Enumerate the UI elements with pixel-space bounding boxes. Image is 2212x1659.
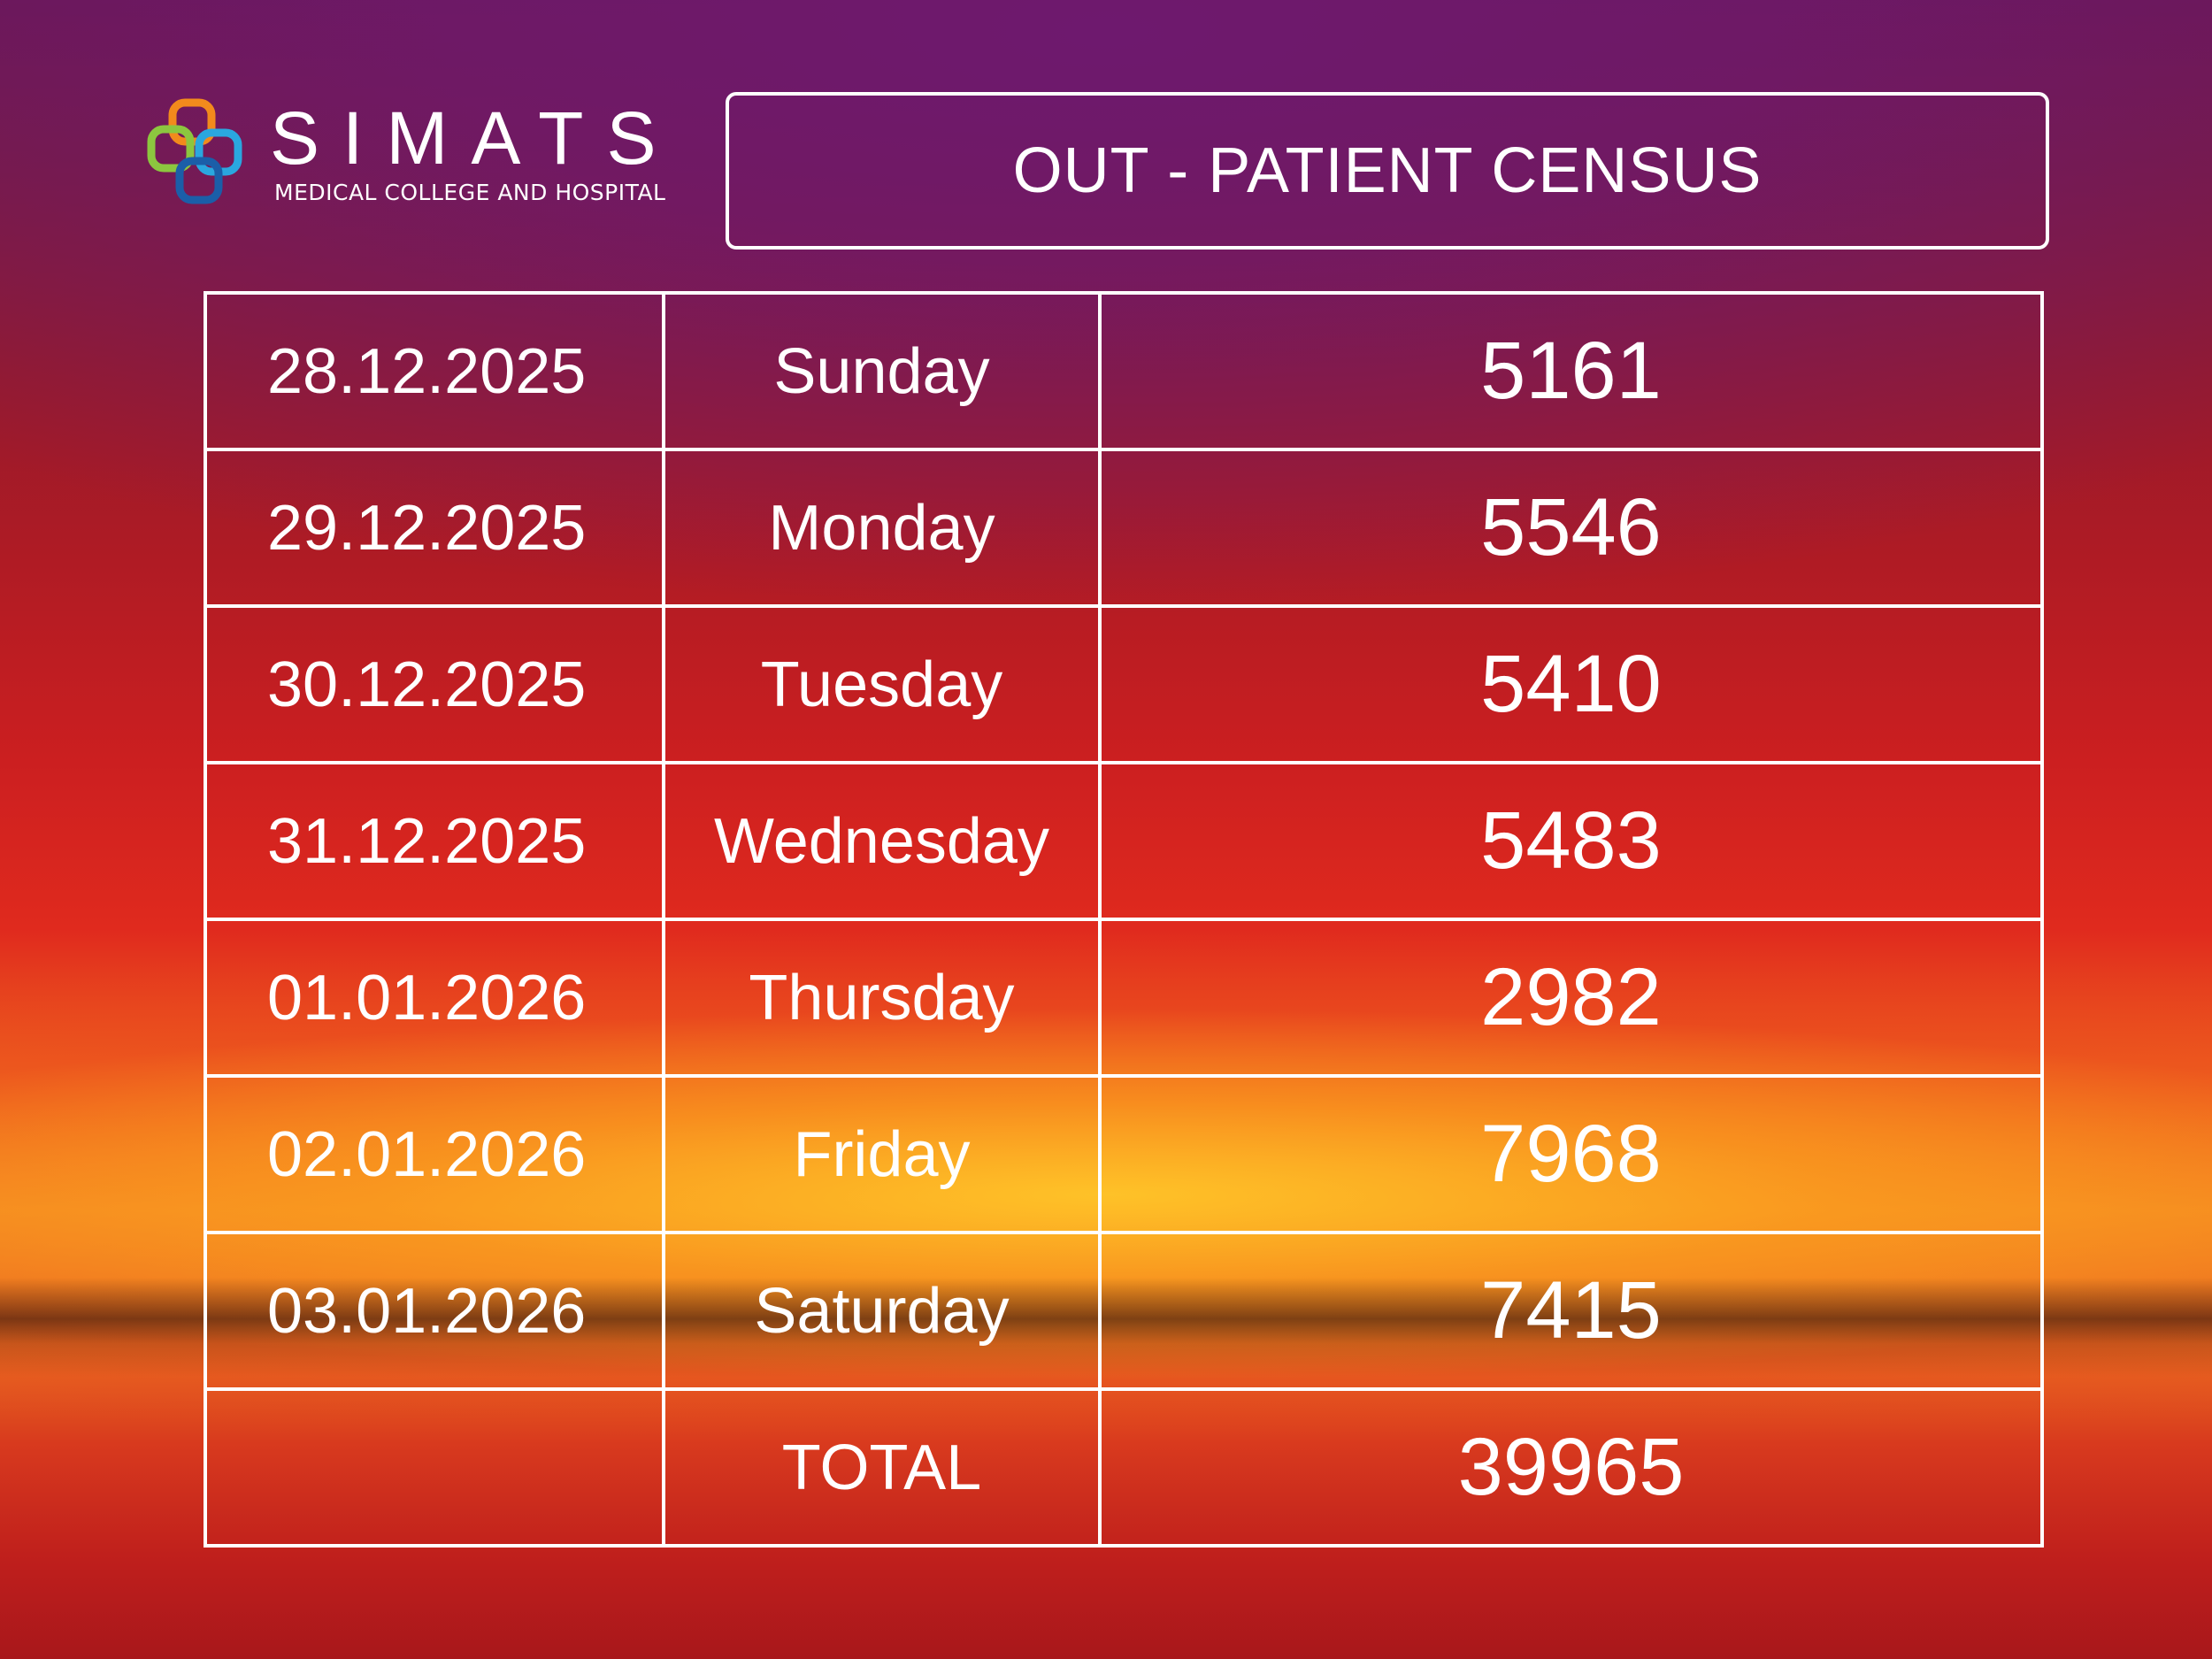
total-label: TOTAL [662, 1387, 1102, 1548]
simats-logo: SIMATS MEDICAL COLLEGE AND HOSPITAL [146, 97, 665, 212]
table-row: 29.12.2025 Monday 5546 [204, 448, 2044, 608]
table-row: 28.12.2025 Sunday 5161 [204, 291, 2044, 451]
date-cell: 28.12.2025 [204, 291, 665, 451]
count-cell: 7968 [1098, 1074, 2044, 1234]
day-cell: Monday [662, 448, 1102, 608]
table-row: 01.01.2026 Thursday 2982 [204, 918, 2044, 1078]
simats-logo-mark-icon [147, 98, 242, 204]
total-row: TOTAL 39965 [204, 1387, 2044, 1548]
day-cell: Wednesday [662, 761, 1102, 921]
date-cell: 30.12.2025 [204, 604, 665, 764]
count-cell: 2982 [1098, 918, 2044, 1078]
count-cell: 5546 [1098, 448, 2044, 608]
day-cell: Friday [662, 1074, 1102, 1234]
day-cell: Sunday [662, 291, 1102, 451]
logo-subtitle: MEDICAL COLLEGE AND HOSPITAL [274, 180, 666, 205]
count-cell: 7415 [1098, 1231, 2044, 1391]
census-table: 28.12.2025 Sunday 5161 29.12.2025 Monday… [204, 291, 2044, 1548]
day-cell: Thursday [662, 918, 1102, 1078]
total-empty-cell [204, 1387, 665, 1548]
date-cell: 29.12.2025 [204, 448, 665, 608]
table-row: 30.12.2025 Tuesday 5410 [204, 604, 2044, 764]
date-cell: 02.01.2026 [204, 1074, 665, 1234]
day-cell: Saturday [662, 1231, 1102, 1391]
day-cell: Tuesday [662, 604, 1102, 764]
date-cell: 03.01.2026 [204, 1231, 665, 1391]
page-title: OUT - PATIENT CENSUS [1012, 135, 1763, 206]
count-cell: 5161 [1098, 291, 2044, 451]
date-cell: 31.12.2025 [204, 761, 665, 921]
date-cell: 01.01.2026 [204, 918, 665, 1078]
title-box: OUT - PATIENT CENSUS [726, 92, 2049, 250]
table-row: 31.12.2025 Wednesday 5483 [204, 761, 2044, 921]
logo-wordmark: SIMATS [270, 96, 680, 180]
table-row: 02.01.2026 Friday 7968 [204, 1074, 2044, 1234]
table-row: 03.01.2026 Saturday 7415 [204, 1231, 2044, 1391]
count-cell: 5483 [1098, 761, 2044, 921]
count-cell: 5410 [1098, 604, 2044, 764]
total-count: 39965 [1098, 1387, 2044, 1548]
